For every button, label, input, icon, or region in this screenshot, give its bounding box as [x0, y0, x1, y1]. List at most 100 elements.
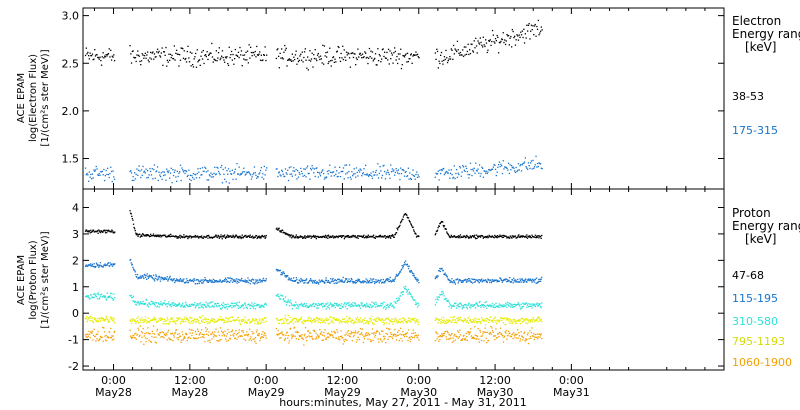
proton-point [538, 280, 541, 283]
electron-point [335, 61, 337, 63]
electron-point [456, 40, 459, 42]
proton-point [211, 305, 214, 307]
proton-point [130, 320, 132, 322]
proton-point [183, 305, 186, 307]
electron-point [246, 171, 248, 173]
electron-point [219, 58, 221, 61]
electron-point [527, 162, 530, 164]
proton-point [540, 319, 542, 322]
electron-point [185, 61, 188, 63]
proton-point [326, 306, 328, 308]
electron-point [227, 64, 230, 67]
proton-point [332, 237, 335, 239]
electron-point [369, 174, 371, 176]
proton-point [174, 331, 176, 334]
electron-point [304, 48, 306, 50]
proton-point [140, 276, 143, 279]
electron-point [508, 172, 510, 175]
electron-point [243, 54, 246, 56]
proton-point [415, 319, 418, 321]
proton-point [446, 338, 448, 340]
proton-point [493, 304, 495, 306]
electron-point [192, 173, 195, 175]
proton-point [99, 335, 102, 338]
proton-point [316, 304, 319, 307]
proton-point [314, 279, 316, 282]
proton-point [184, 320, 187, 322]
proton-point [288, 277, 290, 279]
electron-point [205, 54, 207, 56]
proton-point [438, 296, 440, 298]
electron-point [443, 167, 445, 170]
proton-point [174, 236, 176, 238]
proton-point [357, 316, 359, 319]
electron-point [256, 175, 259, 178]
proton-point [524, 279, 526, 281]
electron-point [404, 54, 406, 56]
electron-point [379, 166, 381, 168]
proton-point [353, 305, 355, 307]
proton-point [87, 265, 89, 267]
proton-point [312, 318, 315, 320]
proton-point [155, 302, 157, 304]
proton-point [411, 272, 414, 274]
electron-point [280, 57, 282, 59]
proton-point [505, 278, 507, 280]
proton-point [194, 302, 196, 304]
proton-point [142, 321, 144, 324]
proton-point [307, 305, 309, 307]
proton-point [441, 318, 443, 320]
proton-point [331, 236, 333, 238]
electron-point [153, 53, 156, 55]
proton-point [409, 271, 411, 273]
electron-point [169, 177, 171, 179]
proton-point [140, 331, 143, 333]
proton-point [168, 337, 170, 339]
electron-point [401, 64, 403, 66]
proton-point [170, 306, 172, 308]
proton-point [167, 319, 169, 321]
proton-point [170, 317, 172, 319]
proton-point [466, 234, 468, 237]
proton-point [387, 235, 389, 237]
proton-point [108, 230, 111, 232]
proton-point [532, 305, 534, 307]
proton-point [379, 338, 382, 340]
electron-point [352, 56, 355, 59]
proton-point [186, 339, 188, 342]
electron-point [396, 170, 398, 172]
electron-point [475, 162, 477, 164]
electron-point [236, 54, 238, 57]
proton-point [446, 322, 448, 324]
proton-point [377, 280, 379, 283]
electron-point [104, 55, 106, 57]
proton-point [531, 307, 533, 309]
proton-point [168, 235, 170, 237]
proton-series-795-1193 [84, 314, 543, 326]
electron-point [492, 166, 494, 168]
electron-point [459, 51, 462, 54]
electron-point [137, 54, 140, 56]
electron-point [455, 49, 457, 51]
proton-point [105, 298, 107, 300]
proton-point [357, 332, 359, 334]
electron-point [147, 176, 149, 179]
electron-point [201, 51, 203, 53]
proton-point [291, 336, 293, 338]
proton-point [186, 235, 188, 237]
electron-point [183, 50, 185, 52]
proton-point [256, 237, 258, 240]
proton-point [201, 235, 203, 237]
electron-point [104, 56, 106, 58]
proton-point [301, 334, 303, 336]
proton-point [439, 322, 442, 324]
proton-point [350, 303, 352, 305]
proton-point [106, 231, 108, 234]
proton-point [463, 306, 465, 309]
proton-point [473, 236, 475, 238]
electron-point [264, 174, 266, 176]
proton-point [333, 304, 335, 307]
electron-point [321, 170, 323, 172]
proton-point [494, 338, 496, 341]
proton-point [137, 278, 139, 280]
